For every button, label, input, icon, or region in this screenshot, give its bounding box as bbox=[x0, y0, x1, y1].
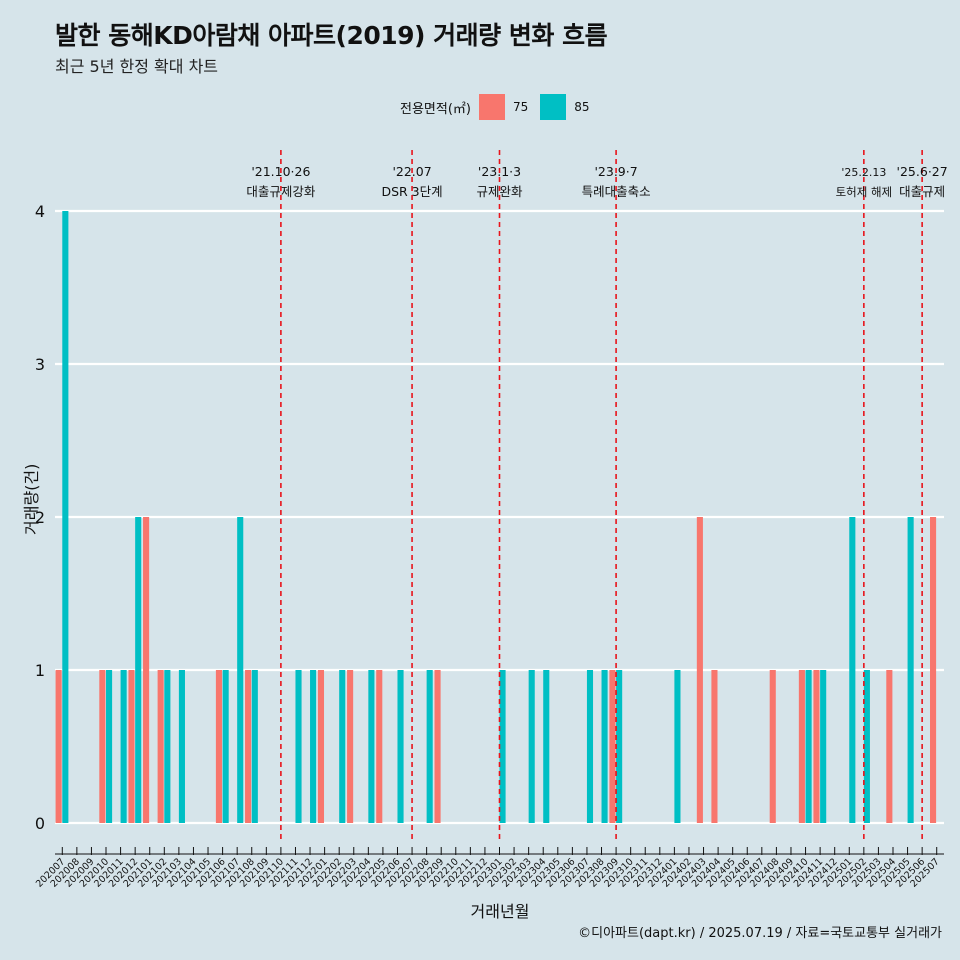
bar-75-202404 bbox=[711, 670, 718, 823]
legend-label-75: 75 bbox=[512, 100, 529, 114]
event-label-202110: 대출규제강화 bbox=[246, 184, 316, 199]
bar-85-202502 bbox=[863, 670, 870, 823]
bar-75-202108 bbox=[245, 670, 252, 823]
x-axis: 2020072020082020092020102020112020122021… bbox=[34, 847, 944, 890]
event-date-202309: '23.9·7 bbox=[594, 164, 637, 179]
legend-swatch-75 bbox=[478, 94, 505, 120]
bar-75-202102 bbox=[157, 670, 164, 823]
event-label-202301: 규제완화 bbox=[476, 184, 523, 199]
bar-75-202309 bbox=[609, 670, 616, 823]
bar-75-202410 bbox=[798, 670, 805, 823]
event-date-202301: '23.1·3 bbox=[478, 164, 521, 179]
y-tick-label-2: 2 bbox=[35, 508, 45, 527]
event-label-202502: 토허제 해제 bbox=[836, 185, 893, 199]
event-lines: '21.10·26 대출규제강화 '22.07 DSR 3단계 '23.1·3 규제완화 '… bbox=[246, 150, 948, 840]
event-date-202207: '22.07 bbox=[392, 164, 431, 179]
bar-75-202209 bbox=[434, 670, 441, 823]
bar-75-202504 bbox=[886, 670, 893, 823]
bar-85-202411 bbox=[820, 670, 827, 823]
bar-85-202308 bbox=[601, 670, 608, 823]
bar-75-202403 bbox=[696, 517, 703, 823]
legend-swatch-85 bbox=[540, 94, 567, 120]
bar-85-202204 bbox=[368, 670, 375, 823]
bar-85-202112 bbox=[310, 670, 317, 823]
bar-75-202012 bbox=[128, 670, 135, 823]
event-date-202110: '21.10·26 bbox=[251, 164, 310, 179]
bar-85-202505 bbox=[907, 517, 914, 823]
chart-subtitle: 최근 5년 한정 확대 차트 bbox=[55, 57, 219, 76]
x-axis-label: 거래년월 bbox=[470, 902, 530, 921]
bar-85-202011 bbox=[120, 670, 127, 823]
bar-85-202107 bbox=[237, 517, 244, 823]
bars bbox=[55, 211, 937, 823]
bar-85-202410 bbox=[805, 670, 812, 823]
y-tick-label-3: 3 bbox=[35, 355, 45, 374]
bar-85-202202 bbox=[339, 670, 346, 823]
bar-85-202303 bbox=[528, 670, 535, 823]
bar-85-202309 bbox=[616, 670, 623, 823]
bar-85-202206 bbox=[397, 670, 404, 823]
bar-75-202408 bbox=[769, 670, 776, 823]
bar-75-202010 bbox=[99, 670, 106, 823]
bar-85-202102 bbox=[164, 670, 171, 823]
bar-85-202007 bbox=[62, 211, 69, 823]
event-label-202506: 대출규제 bbox=[899, 184, 945, 199]
y-axis-label: 거래량(건) bbox=[22, 463, 41, 535]
y-tick-label-0: 0 bbox=[35, 814, 45, 833]
event-date-202506: '25.6·27 bbox=[897, 164, 948, 179]
bar-75-202201 bbox=[317, 670, 325, 823]
legend-title: 전용면적(㎡) bbox=[400, 101, 471, 117]
bar-85-202111 bbox=[295, 670, 302, 823]
event-label-202207: DSR 3단계 bbox=[381, 184, 442, 199]
chart-title: 발한 동해KD아람채 아파트(2019) 거래량 변화 흐름 bbox=[55, 21, 608, 50]
bar-75-202106 bbox=[215, 670, 222, 823]
event-label-202309: 특례대출축소 bbox=[582, 184, 651, 199]
source-caption: ©디아파트(dapt.kr) / 2025.07.19 / 자료=국토교통부 실… bbox=[578, 926, 942, 941]
y-tick-label-1: 1 bbox=[35, 661, 45, 680]
bar-85-202304 bbox=[543, 670, 550, 823]
bar-85-202106 bbox=[222, 670, 229, 823]
bar-85-202307 bbox=[586, 670, 594, 823]
bar-75-202007 bbox=[55, 670, 62, 823]
legend-label-85: 85 bbox=[574, 100, 590, 114]
bar-85-202103 bbox=[178, 670, 185, 823]
bar-75-202507 bbox=[930, 517, 937, 823]
bar-75-202203 bbox=[347, 670, 354, 823]
bar-75-202205 bbox=[376, 670, 383, 823]
bar-75-202101 bbox=[143, 517, 150, 823]
bar-85-202401 bbox=[674, 670, 681, 823]
bar-85-202301 bbox=[499, 670, 506, 823]
bar-85-202108 bbox=[251, 670, 258, 823]
event-date-202502: '25.2.13 bbox=[841, 166, 886, 179]
bar-85-202010 bbox=[106, 670, 113, 823]
y-tick-label-4: 4 bbox=[35, 202, 45, 221]
legend: 전용면적(㎡) 75 85 bbox=[400, 93, 594, 121]
bar-85-202501 bbox=[849, 517, 856, 823]
bar-85-202208 bbox=[426, 670, 433, 823]
y-axis: 0 1 2 3 4 bbox=[35, 202, 45, 833]
bar-75-202411 bbox=[813, 670, 820, 823]
bar-85-202012 bbox=[135, 517, 142, 823]
